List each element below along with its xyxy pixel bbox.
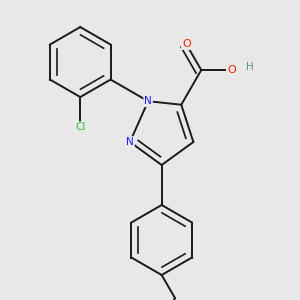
Text: Cl: Cl: [75, 122, 86, 132]
Text: N: N: [126, 137, 134, 147]
Text: N: N: [144, 96, 152, 106]
Text: O: O: [227, 65, 236, 75]
Text: O: O: [182, 39, 190, 49]
Text: H: H: [246, 62, 254, 72]
